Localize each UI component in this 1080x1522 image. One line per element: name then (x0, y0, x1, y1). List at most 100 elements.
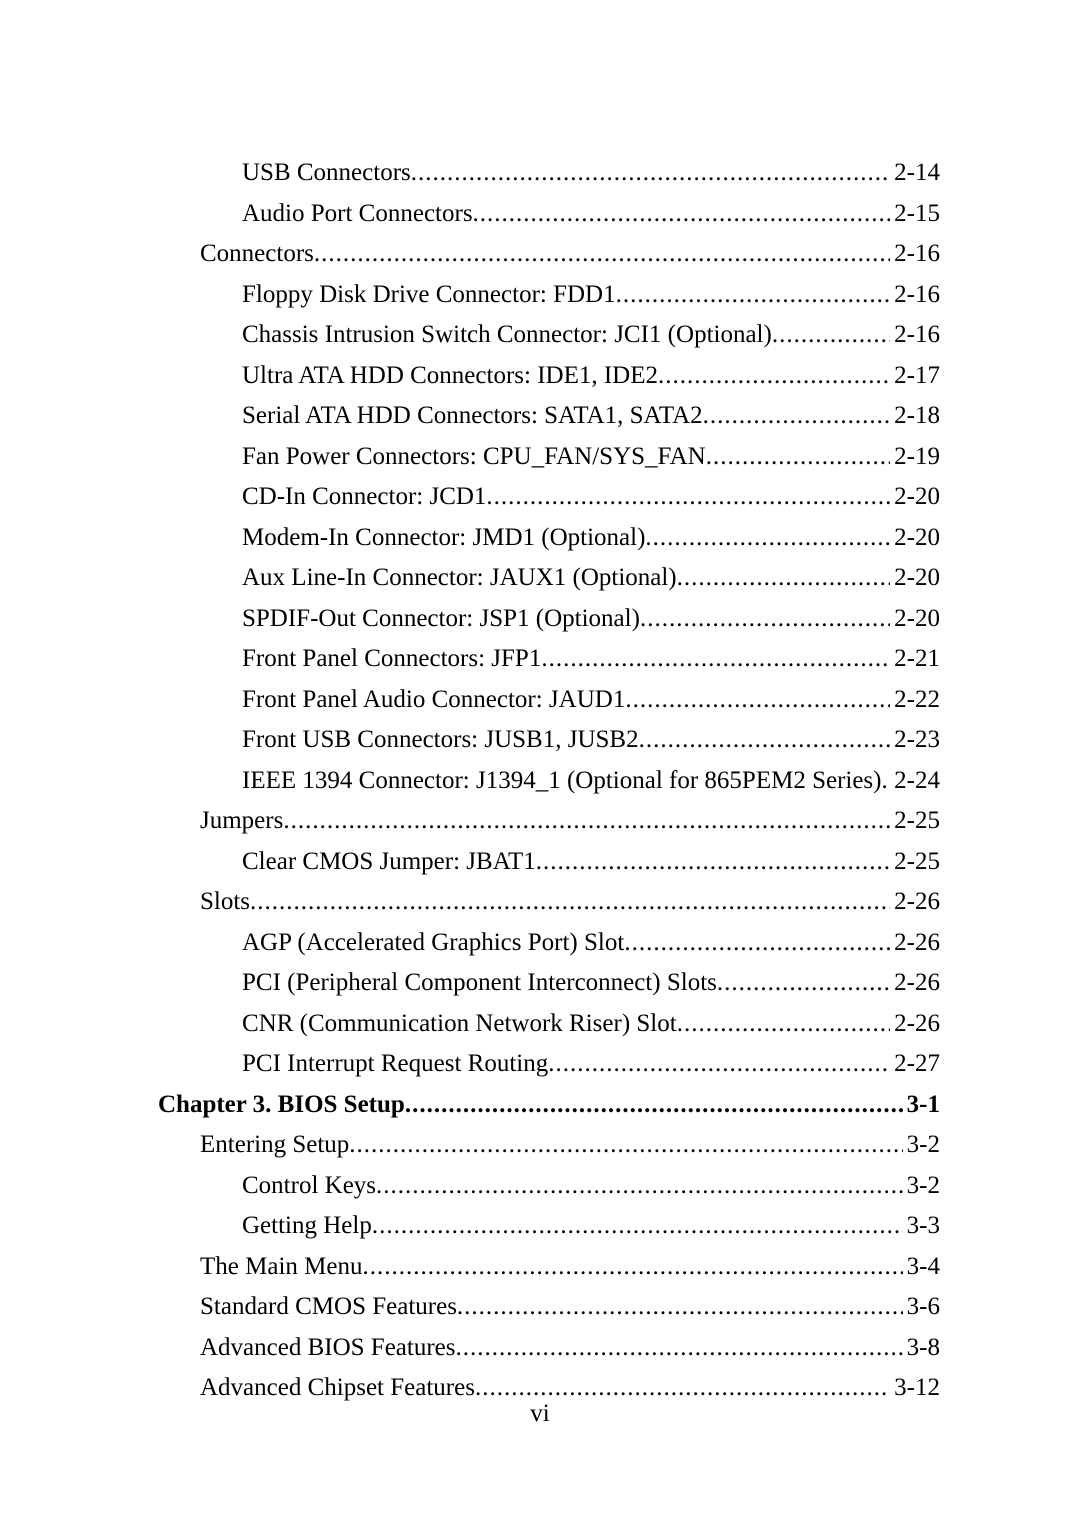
toc-leader-dots (882, 768, 891, 793)
toc-entry-page: 2-19 (890, 444, 940, 469)
toc-leader-dots (362, 1254, 902, 1279)
document-page: USB Connectors 2-14 Audio Port Connectors… (0, 0, 1080, 1522)
toc-entry: PCI (Peripheral Component Interconnect) … (242, 970, 940, 995)
toc-leader-dots (625, 687, 890, 712)
toc-entry: Front Panel Connectors: JFP1 2-21 (242, 646, 940, 671)
toc-entry: Aux Line-In Connector: JAUX1 (Optional) … (242, 565, 940, 590)
toc-entry: Serial ATA HDD Connectors: SATA1, SATA2 … (242, 403, 940, 428)
toc-leader-dots (456, 1335, 903, 1360)
toc-entry-page: 2-20 (890, 606, 940, 631)
toc-entry-title: Modem-In Connector: JMD1 (Optional) (242, 525, 645, 550)
toc-entry-title: Audio Port Connectors (242, 201, 473, 226)
toc-leader-dots (473, 201, 891, 226)
toc-entry-page: 2-16 (890, 241, 940, 266)
toc-entry: Jumpers 2-25 (200, 808, 940, 833)
toc-leader-dots (457, 1294, 903, 1319)
toc-entry-page: 2-16 (890, 282, 940, 307)
toc-leader-dots (548, 1051, 890, 1076)
toc-entry-page: 2-26 (890, 930, 940, 955)
toc-entry-title: PCI (Peripheral Component Interconnect) … (242, 970, 717, 995)
toc-entry: CNR (Communication Network Riser) Slot 2… (242, 1011, 940, 1036)
toc-entry: Advanced Chipset Features 3-12 (200, 1375, 940, 1400)
toc-entry-title: Floppy Disk Drive Connector: FDD1 (242, 282, 616, 307)
toc-entry-page: 3-12 (890, 1375, 940, 1400)
toc-entry: Chapter 3. BIOS Setup 3-1 (158, 1092, 940, 1117)
toc-entry-page: 2-24 (890, 768, 940, 793)
toc-leader-dots (541, 646, 890, 671)
toc-entry-page: 3-6 (903, 1294, 940, 1319)
toc-entry: Clear CMOS Jumper: JBAT1 2-25 (242, 849, 940, 874)
toc-entry-page: 3-2 (903, 1173, 940, 1198)
toc-entry: Chassis Intrusion Switch Connector: JCI1… (242, 322, 940, 347)
toc-entry-title: CD-In Connector: JCD1 (242, 484, 486, 509)
toc-leader-dots (677, 1011, 890, 1036)
toc-entry-title: Advanced Chipset Features (200, 1375, 475, 1400)
toc-entry: AGP (Accelerated Graphics Port) Slot 2-2… (242, 930, 940, 955)
toc-entry-title: Aux Line-In Connector: JAUX1 (Optional) (242, 565, 677, 590)
toc-entry: Advanced BIOS Features 3-8 (200, 1335, 940, 1360)
toc-entry-page: 2-18 (890, 403, 940, 428)
toc-entry-title: Standard CMOS Features (200, 1294, 457, 1319)
toc-leader-dots (658, 363, 890, 388)
toc-leader-dots (703, 403, 891, 428)
toc-entry-title: IEEE 1394 Connector: J1394_1 (Optional f… (242, 768, 882, 793)
toc-entry-title: Slots (200, 889, 250, 914)
toc-entry-title: Front Panel Audio Connector: JAUD1 (242, 687, 625, 712)
toc-leader-dots (372, 1213, 903, 1238)
toc-entry-title: Getting Help (242, 1213, 372, 1238)
toc-entry-title: Advanced BIOS Features (200, 1335, 456, 1360)
toc-entry-title: Chapter 3. BIOS Setup (158, 1092, 405, 1117)
toc-entry-title: Front Panel Connectors: JFP1 (242, 646, 541, 671)
toc-leader-dots (645, 525, 890, 550)
toc-entry-title: CNR (Communication Network Riser) Slot (242, 1011, 677, 1036)
toc-entry: Getting Help 3-3 (242, 1213, 940, 1238)
toc-leader-dots (536, 849, 890, 874)
toc-entry-page: 2-20 (890, 525, 940, 550)
toc-entry: CD-In Connector: JCD1 2-20 (242, 484, 940, 509)
toc-entry: IEEE 1394 Connector: J1394_1 (Optional f… (242, 768, 940, 793)
toc-entry: The Main Menu 3-4 (200, 1254, 940, 1279)
toc-entry: Slots 2-26 (200, 889, 940, 914)
toc-leader-dots (677, 565, 891, 590)
toc-leader-dots (486, 484, 890, 509)
toc-entry-page: 2-22 (890, 687, 940, 712)
toc-leader-dots (475, 1375, 890, 1400)
toc-entry-title: Chassis Intrusion Switch Connector: JCI1… (242, 322, 772, 347)
toc-entry-title: Ultra ATA HDD Connectors: IDE1, IDE2 (242, 363, 658, 388)
toc-entry-page: 2-21 (890, 646, 940, 671)
toc-leader-dots (250, 889, 890, 914)
toc-leader-dots (706, 444, 890, 469)
toc-entry-page: 2-16 (890, 322, 940, 347)
toc-entry: Ultra ATA HDD Connectors: IDE1, IDE2 2-1… (242, 363, 940, 388)
toc-entry-title: Connectors (200, 241, 314, 266)
toc-leader-dots (411, 160, 890, 185)
toc-entry-page: 2-26 (890, 970, 940, 995)
toc-leader-dots (349, 1132, 902, 1157)
toc-entry-page: 2-27 (890, 1051, 940, 1076)
toc-entry: Entering Setup 3-2 (200, 1132, 940, 1157)
toc-entry-title: Front USB Connectors: JUSB1, JUSB2 (242, 727, 639, 752)
toc-entry: Standard CMOS Features 3-6 (200, 1294, 940, 1319)
toc-entry: Connectors 2-16 (200, 241, 940, 266)
toc-leader-dots (616, 282, 891, 307)
toc-entry: Fan Power Connectors: CPU_FAN/SYS_FAN 2-… (242, 444, 940, 469)
toc-leader-dots (314, 241, 890, 266)
toc-entry-page: 2-25 (890, 849, 940, 874)
toc-entry-page: 3-1 (903, 1092, 940, 1117)
toc-entry: USB Connectors 2-14 (242, 160, 940, 185)
toc-leader-dots (717, 970, 890, 995)
toc-entry-page: 2-26 (890, 1011, 940, 1036)
toc-entry-page: 3-3 (903, 1213, 940, 1238)
toc-entry: Front USB Connectors: JUSB1, JUSB2 2-23 (242, 727, 940, 752)
toc-entry-page: 2-20 (890, 565, 940, 590)
toc-entry: Modem-In Connector: JMD1 (Optional) 2-20 (242, 525, 940, 550)
toc-entry-page: 2-26 (890, 889, 940, 914)
table-of-contents: USB Connectors 2-14 Audio Port Connectors… (158, 160, 940, 1400)
toc-entry-title: The Main Menu (200, 1254, 362, 1279)
toc-leader-dots (283, 808, 890, 833)
toc-entry-title: Serial ATA HDD Connectors: SATA1, SATA2 (242, 403, 703, 428)
toc-entry-title: AGP (Accelerated Graphics Port) Slot (242, 930, 624, 955)
toc-entry-title: USB Connectors (242, 160, 411, 185)
toc-entry: SPDIF-Out Connector: JSP1 (Optional) 2-2… (242, 606, 940, 631)
toc-leader-dots (772, 322, 890, 347)
